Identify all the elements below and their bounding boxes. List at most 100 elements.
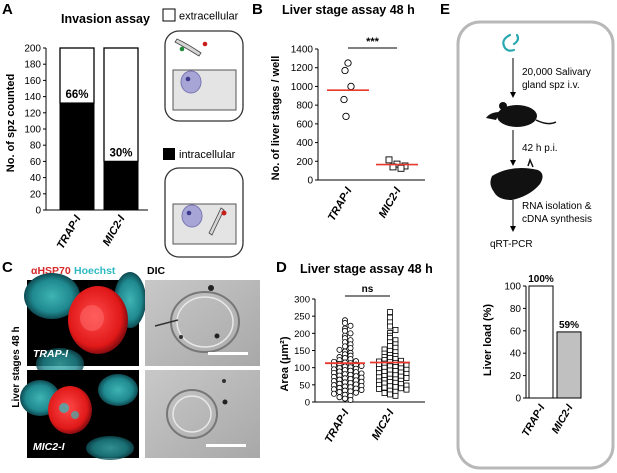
data-point xyxy=(381,390,388,396)
data-point xyxy=(352,389,359,396)
liver-icon xyxy=(490,157,543,200)
fluorescence-image-mic2-i xyxy=(20,370,139,460)
x-tick-label: TRAP-I xyxy=(323,407,352,446)
data-point xyxy=(403,375,410,381)
y-tick-label: 40 xyxy=(30,173,42,184)
step-rna-2: cDNA synthesis xyxy=(522,214,592,225)
mouse-icon xyxy=(486,102,557,127)
y-tick-label: 120 xyxy=(24,108,41,119)
y-tick-label: 140 xyxy=(24,92,41,103)
panel-d-points xyxy=(325,309,410,403)
bar-intracellular xyxy=(103,160,139,211)
x-tick-label: MIC2-I xyxy=(101,213,128,248)
data-point xyxy=(344,59,352,67)
data-point xyxy=(376,386,382,392)
bar-extracellular xyxy=(103,47,139,163)
data-point xyxy=(358,362,365,369)
panel-label-d: D xyxy=(276,259,287,276)
stain-label-hoechst: Hoechst xyxy=(74,265,116,277)
y-tick-label: 160 xyxy=(24,76,41,87)
data-point xyxy=(381,384,388,391)
y-tick-label: 100 xyxy=(504,282,521,293)
y-tick-label: 200 xyxy=(24,44,41,55)
data-point xyxy=(341,395,348,402)
step-42h: 42 h p.i. xyxy=(522,143,558,154)
data-point xyxy=(387,314,393,321)
panel-a-ylabel: No. of spz counted xyxy=(5,74,17,172)
step-rna-1: RNA isolation & xyxy=(522,201,592,212)
data-point xyxy=(358,386,365,393)
y-tick-label: 150 xyxy=(294,346,310,357)
panel-a-title: Invasion assay xyxy=(61,12,150,26)
panel-b-title: Liver stage assay 48 h xyxy=(282,3,415,17)
data-point xyxy=(387,391,393,398)
data-point xyxy=(341,66,349,75)
data-point xyxy=(387,309,393,315)
y-tick-label: 600 xyxy=(296,119,313,130)
y-tick-label: 20 xyxy=(30,189,42,200)
panel-e-ylabel: Liver load (%) xyxy=(482,304,494,376)
panel-c: αHSP70 Hoechst DIC Liver stages 48 h xyxy=(11,265,260,460)
dic-image-trap-i xyxy=(145,280,260,366)
panel-e: 20,000 Salivary gland spz i.v. 42 h p.i.… xyxy=(456,20,615,470)
significance-label: *** xyxy=(366,36,380,48)
bar xyxy=(556,331,582,399)
y-tick-label: 180 xyxy=(24,60,41,71)
y-tick-label: 800 xyxy=(296,101,313,112)
x-tick-label: TRAP-I xyxy=(326,185,355,224)
bar xyxy=(528,285,554,399)
data-point xyxy=(385,156,393,164)
y-tick-label: 100 xyxy=(294,363,310,374)
panel-a: Invasion assay extracellular intracellul… xyxy=(5,8,244,258)
data-point xyxy=(342,112,350,121)
legend-intracellular-swatch xyxy=(163,148,175,160)
legend-extracellular-swatch xyxy=(162,8,176,22)
y-tick-label: 60 xyxy=(30,157,42,168)
image-label-mic2-i: MIC2-I xyxy=(33,441,66,453)
panel-label-c: C xyxy=(2,259,13,276)
y-tick-label: 60 xyxy=(510,326,522,337)
y-tick-label: 80 xyxy=(30,141,42,152)
data-point xyxy=(347,396,354,403)
panel-c-side-label: Liver stages 48 h xyxy=(11,326,22,407)
step-salivary-1: 20,000 Salivary xyxy=(522,67,591,78)
fluorescence-image-trap-i xyxy=(24,272,146,380)
data-point xyxy=(340,95,348,104)
data-point xyxy=(392,383,399,390)
panel-label-a: A xyxy=(2,1,13,18)
data-point xyxy=(387,323,393,330)
dic-image-mic2-i xyxy=(145,370,260,458)
panel-d-title: Liver stage assay 48 h xyxy=(300,262,433,276)
panel-a-bars: 66% 30% xyxy=(59,47,139,211)
data-point xyxy=(403,386,410,393)
y-tick-label: 200 xyxy=(296,157,313,168)
y-tick-label: 0 xyxy=(307,176,313,187)
cell-schematic-extracellular xyxy=(164,30,244,122)
data-point xyxy=(392,326,399,333)
panel-a-axis: 0 20 40 60 80 100 120 140 160 180 200 TRAP-I MIC2-I xyxy=(24,44,148,251)
data-point xyxy=(397,164,405,172)
y-tick-label: 80 xyxy=(510,304,522,315)
y-tick-label: 20 xyxy=(510,371,522,382)
step-qrtpcr: qRT-PCR xyxy=(490,239,533,250)
sporozoite-icon xyxy=(502,33,520,52)
data-point xyxy=(387,343,393,349)
y-tick-label: 200 xyxy=(294,329,310,340)
bar-extracellular xyxy=(59,47,95,104)
data-point xyxy=(330,390,337,397)
panel-d-ylabel: Area (μm²) xyxy=(279,336,291,391)
y-tick-label: 0 xyxy=(305,398,310,409)
bar-intracellular xyxy=(59,102,95,211)
image-label-trap-i: TRAP-I xyxy=(33,348,69,360)
y-tick-label: 1000 xyxy=(291,82,314,93)
data-point xyxy=(336,389,343,396)
step-salivary-2: gland spz i.v. xyxy=(522,80,580,91)
legend-intracellular-label: intracellular xyxy=(179,149,236,161)
stain-label-hsp70: αHSP70 xyxy=(31,265,71,277)
panel-e-bars: 100% 59% xyxy=(528,274,582,399)
y-tick-label: 0 xyxy=(515,394,521,405)
y-tick-label: 400 xyxy=(296,138,313,149)
panel-b: Liver stage assay 48 h No. of liver stag… xyxy=(270,3,425,223)
panel-d: Liver stage assay 48 h Area (μm²) 0 50 100… xyxy=(279,262,433,445)
